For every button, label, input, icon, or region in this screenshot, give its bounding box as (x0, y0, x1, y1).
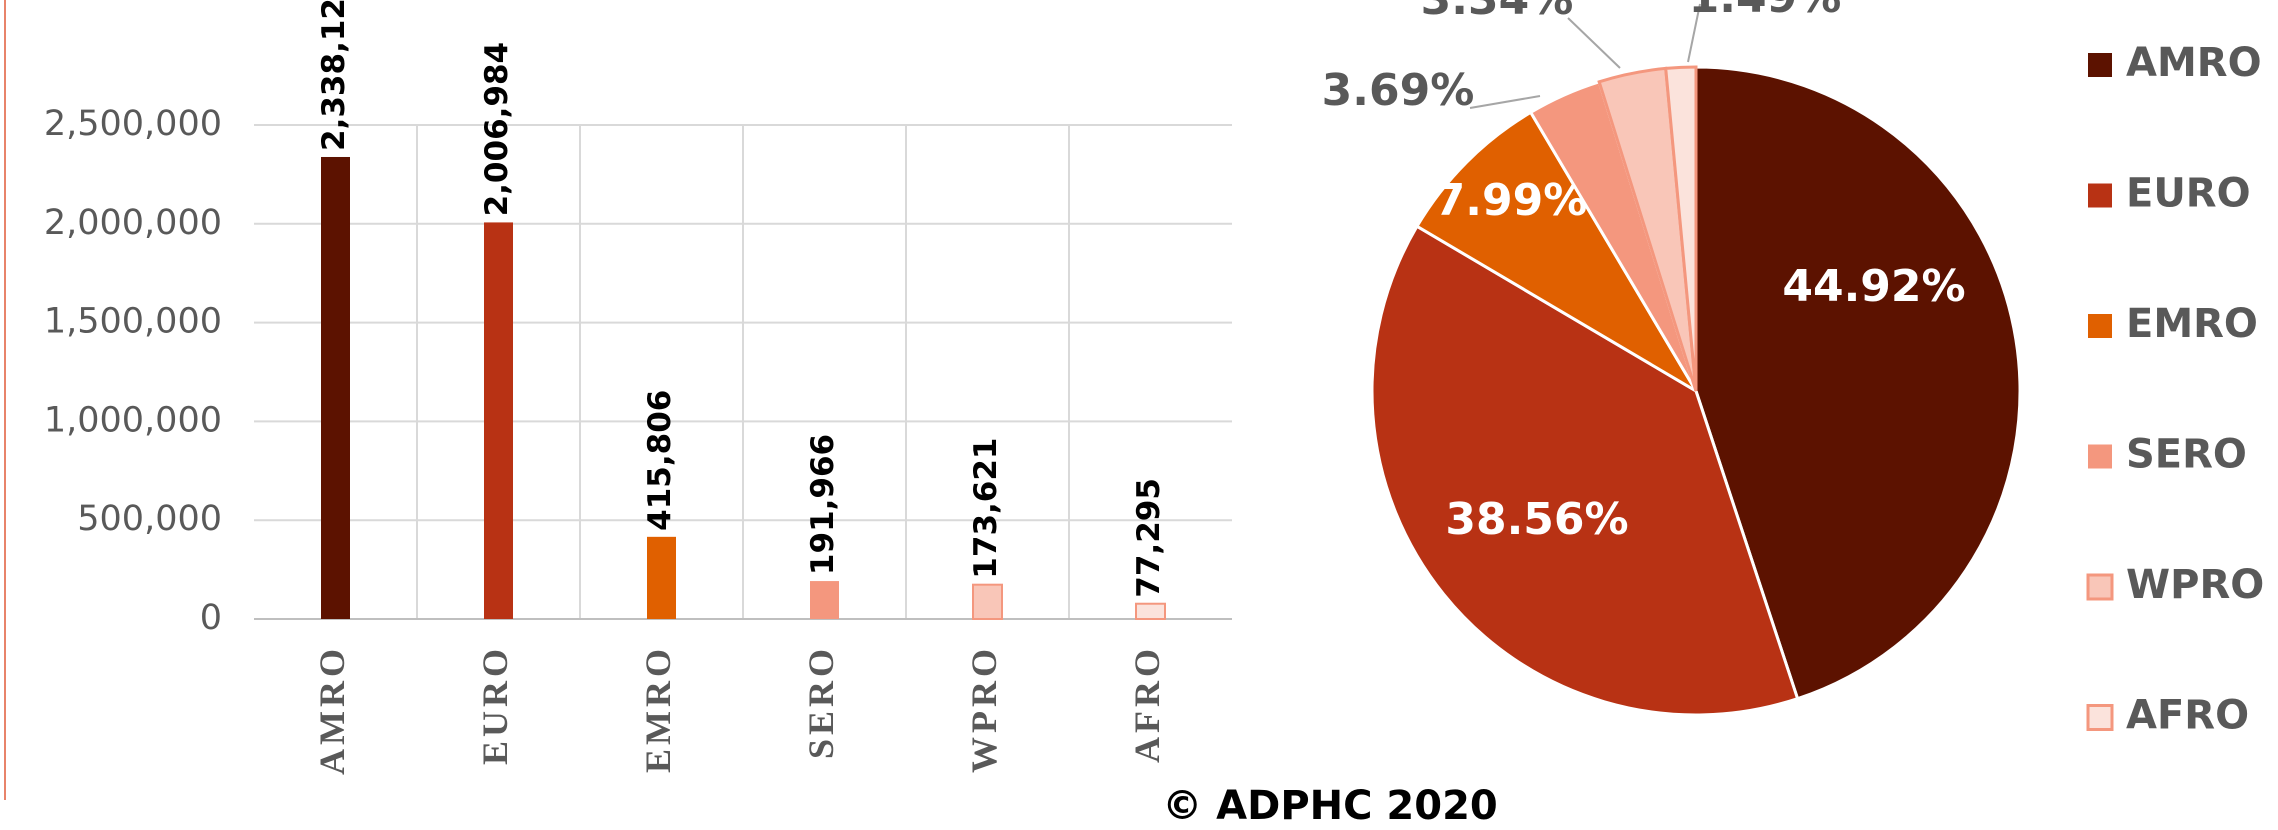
x-tick-label: AMRO (312, 645, 352, 775)
x-tick-label: EURO (475, 645, 515, 765)
y-tick-label: 2,000,000 (44, 203, 222, 243)
legend-label: EMRO (2126, 301, 2258, 347)
pie-slice (1370, 224, 1800, 717)
value-label: 415,806 (642, 390, 678, 531)
y-tick-label: 0 (200, 598, 222, 638)
y-tick-label: 1,500,000 (44, 302, 222, 342)
leader-line (1469, 95, 1541, 109)
value-label: 2,338,124 (316, 0, 352, 151)
y-tick-label: 1,000,000 (44, 400, 222, 440)
bar (321, 156, 350, 619)
legend-label: AFRO (2126, 693, 2249, 739)
legend-swatch (2086, 704, 2114, 731)
bar (647, 536, 676, 619)
legend-swatch (2086, 573, 2114, 601)
value-label: 2,006,984 (479, 42, 515, 217)
legend-swatch (2088, 444, 2112, 469)
x-tick-label: AFRO (1127, 645, 1167, 763)
legend-label: AMRO (2126, 40, 2262, 86)
x-tick-label: WPRO (964, 645, 1004, 773)
bar (972, 583, 1003, 621)
value-label: 173,621 (968, 437, 1004, 578)
slice-label: 38.56% (1445, 494, 1628, 545)
leader-line (1687, 3, 1701, 63)
legend-label: SERO (2126, 432, 2247, 478)
legend-swatch (2088, 314, 2112, 338)
y-tick-label: 500,000 (77, 499, 222, 539)
bar (1135, 602, 1166, 620)
value-label: 191,966 (805, 434, 841, 575)
legend-label: WPRO (2126, 562, 2264, 608)
pie-slice (1414, 110, 1698, 393)
x-tick-label: EMRO (638, 645, 678, 773)
slice-label: 1.49% (1689, 0, 1842, 23)
pie-slice (1694, 65, 2022, 701)
legend-label: EURO (2126, 171, 2251, 217)
slice-label: 7.99% (1435, 175, 1588, 226)
value-label: 77,295 (1131, 478, 1167, 598)
bar (484, 222, 513, 619)
leader-line (1567, 17, 1621, 69)
bar (810, 581, 839, 619)
legend-swatch (2088, 53, 2112, 77)
pie-slice (1664, 65, 1698, 392)
slice-label: 3.34% (1421, 0, 1574, 25)
copyright: © ADPHC 2020 (1162, 783, 1498, 829)
y-tick-label: 2,500,000 (44, 104, 222, 144)
slice-label: 44.92% (1782, 261, 1965, 312)
legend-swatch (2088, 183, 2112, 208)
slice-label: 3.69% (1322, 65, 1475, 116)
x-tick-label: SERO (801, 645, 841, 759)
